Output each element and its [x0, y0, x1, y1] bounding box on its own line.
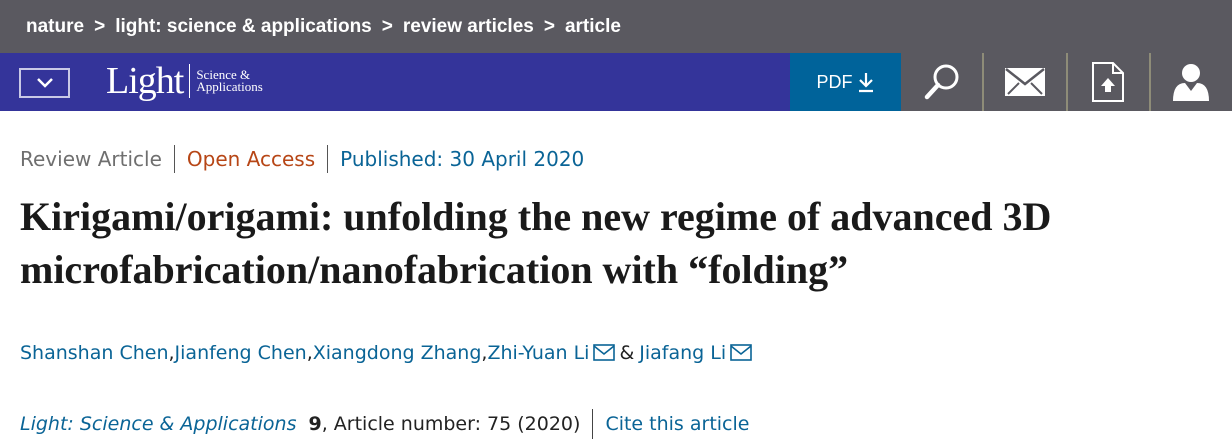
- breadcrumb-review-articles[interactable]: review articles: [402, 15, 534, 37]
- user-icon: [1173, 64, 1210, 101]
- download-pdf-button[interactable]: PDF: [790, 53, 901, 111]
- cite-this-article-link[interactable]: Cite this article: [605, 413, 750, 435]
- volume: 9: [308, 413, 322, 435]
- mail-icon: [1004, 68, 1045, 96]
- menu-button[interactable]: [19, 68, 70, 98]
- breadcrumb-separator: >: [543, 15, 555, 37]
- breadcrumb-nature[interactable]: nature: [26, 15, 85, 37]
- mail-icon[interactable]: [593, 344, 616, 362]
- account-button[interactable]: [1148, 53, 1232, 111]
- search-icon: [924, 64, 959, 100]
- author-link[interactable]: Jiafang Li: [639, 342, 727, 364]
- email-button[interactable]: [982, 53, 1065, 111]
- journal-nav: Light Science & Applications PDF: [0, 53, 1232, 111]
- chevron-down-icon: [36, 78, 53, 88]
- author-link[interactable]: Xiangdong Zhang: [312, 342, 482, 364]
- author-list: Shanshan Chen, Jianfeng Chen, Xiangdong …: [20, 342, 756, 364]
- open-access-badge: Open Access: [186, 147, 316, 171]
- submit-manuscript-button[interactable]: [1065, 53, 1149, 111]
- breadcrumb-article: article: [564, 15, 621, 37]
- author-link[interactable]: Zhi-Yuan Li: [487, 342, 590, 364]
- citation-line: Light: Science & Applications 9 , Articl…: [20, 409, 749, 439]
- breadcrumb-separator: >: [94, 15, 106, 37]
- journal-link[interactable]: Light: Science & Applications: [20, 413, 297, 435]
- article-number: , Article number: 75 (2020): [321, 413, 581, 435]
- mail-icon[interactable]: [730, 344, 752, 362]
- download-icon: [858, 73, 873, 93]
- article-meta: Review Article Open Access Published: 30…: [20, 145, 584, 173]
- breadcrumb-separator: >: [381, 15, 393, 37]
- search-button[interactable]: [901, 53, 982, 111]
- published-date: Published: 30 April 2020: [340, 147, 585, 171]
- author-link[interactable]: Shanshan Chen: [20, 342, 169, 364]
- breadcrumb: nature > light: science & applications > r…: [0, 0, 1232, 53]
- author-link[interactable]: Jianfeng Chen: [174, 342, 307, 364]
- page-title: Kirigami/origami: unfolding the new regi…: [20, 194, 1052, 292]
- article-type: Review Article: [20, 147, 162, 171]
- breadcrumb-journal[interactable]: light: science & applications: [115, 15, 372, 37]
- journal-logo[interactable]: Light Science & Applications: [106, 60, 263, 102]
- upload-file-icon: [1092, 62, 1125, 102]
